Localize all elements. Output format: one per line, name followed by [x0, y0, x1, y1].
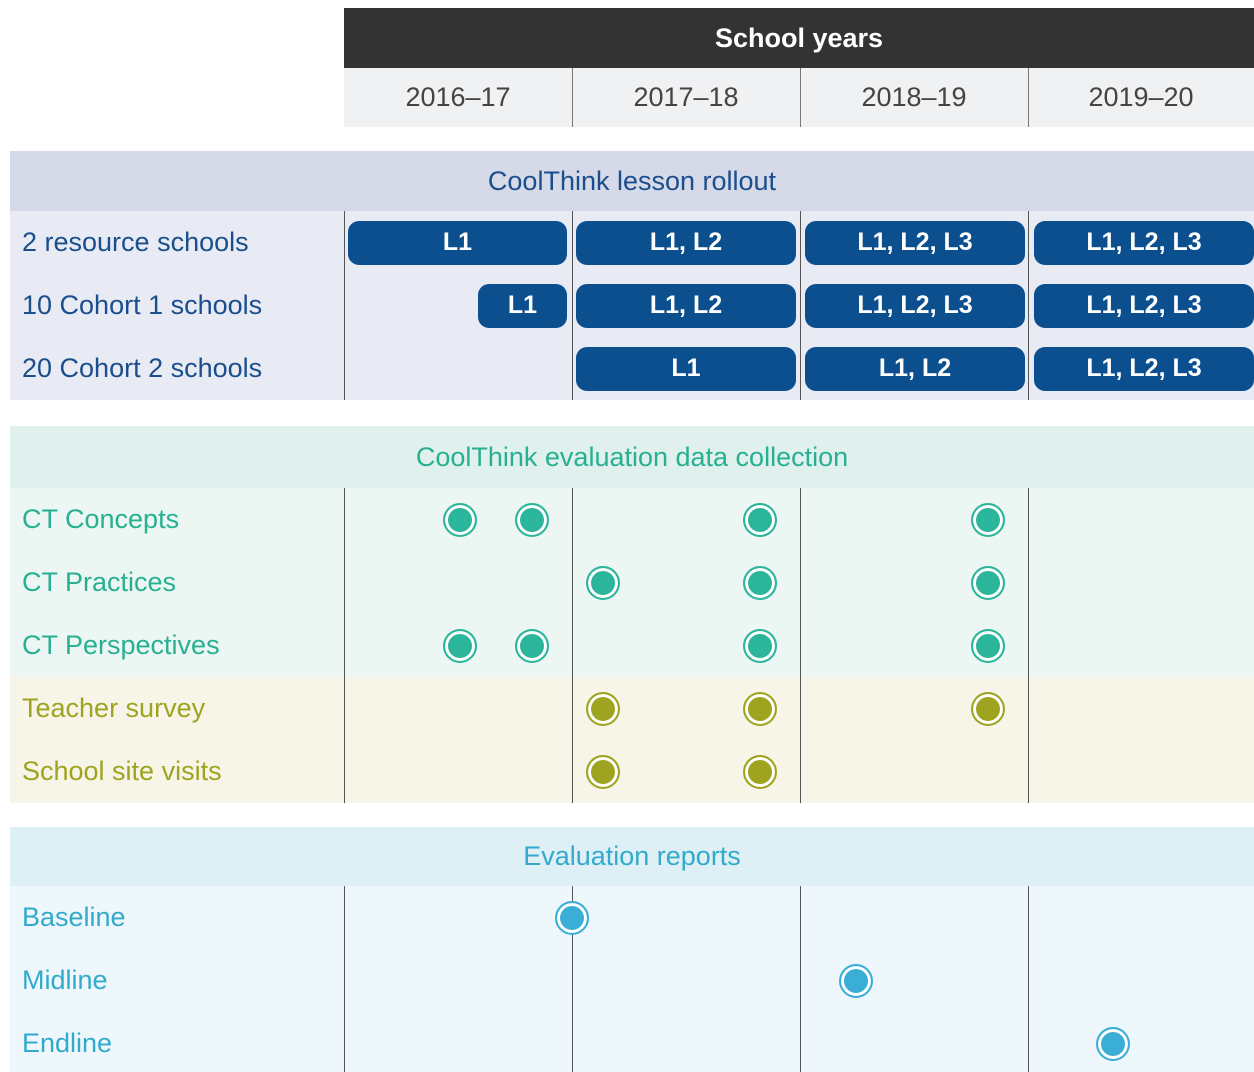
milestone-dot [743, 754, 777, 789]
separator [344, 488, 345, 803]
row-label: School site visits [22, 756, 222, 786]
row-label: Midline [22, 965, 108, 995]
separator [344, 886, 345, 1072]
lesson-bar: L1, L2, L3 [805, 283, 1025, 328]
year-label: 2018–19 [861, 82, 967, 112]
row-label: 10 Cohort 1 schools [22, 290, 263, 320]
year-label: 2016–17 [405, 82, 511, 112]
milestone-dot [443, 502, 477, 537]
milestone-dot [515, 502, 549, 537]
separator [344, 211, 345, 400]
separator [572, 488, 573, 803]
lesson-bar: L1 [478, 283, 567, 328]
year-label: 2019–20 [1088, 82, 1194, 112]
separator [1028, 68, 1029, 127]
milestone-dot [586, 565, 620, 600]
milestone-dot [555, 900, 589, 935]
milestone-dot [839, 963, 873, 998]
row-bg [10, 551, 1254, 614]
separator [572, 68, 573, 127]
row-label: 20 Cohort 2 schools [22, 353, 263, 383]
separator [572, 211, 573, 400]
separator [1028, 886, 1029, 1072]
row-bg [10, 614, 1254, 677]
year-row [344, 68, 1254, 127]
year-label: 2017–18 [633, 82, 739, 112]
milestone-dot [586, 691, 620, 726]
lesson-bar: L1, L2, L3 [1034, 283, 1254, 328]
separator [1028, 211, 1029, 400]
lesson-bar: L1, L2 [576, 220, 796, 265]
milestone-dot [515, 628, 549, 663]
separator [800, 68, 801, 127]
row-label: CT Concepts [22, 504, 180, 534]
lesson-bar: L1 [576, 346, 796, 391]
header-title: School years [344, 8, 1254, 68]
milestone-dot [586, 754, 620, 789]
row-bg [10, 740, 1254, 803]
milestone-dot [743, 691, 777, 726]
section-title: Evaluation reports [10, 827, 1254, 886]
row-label: Endline [22, 1028, 113, 1058]
separator [1028, 488, 1029, 803]
lesson-bar: L1, L2, L3 [805, 220, 1025, 265]
row-label: CT Perspectives [22, 630, 220, 660]
row-label: Baseline [22, 902, 126, 932]
lesson-bar: L1, L2, L3 [1034, 220, 1254, 265]
row-bg [10, 488, 1254, 551]
row-bg [10, 677, 1254, 740]
row-label: 2 resource schools [22, 227, 249, 257]
milestone-dot [443, 628, 477, 663]
row-bg [10, 1012, 1254, 1072]
lesson-bar: L1 [348, 220, 567, 265]
lesson-bar: L1, L2 [576, 283, 796, 328]
separator [800, 886, 801, 1072]
lesson-bar: L1, L2, L3 [1034, 346, 1254, 391]
milestone-dot [1096, 1026, 1130, 1061]
milestone-dot [743, 565, 777, 600]
row-bg [10, 886, 1254, 949]
section-title: CoolThink evaluation data collection [10, 426, 1254, 488]
lesson-bar: L1, L2 [805, 346, 1025, 391]
milestone-dot [971, 628, 1005, 663]
row-bg [10, 949, 1254, 1012]
milestone-dot [971, 502, 1005, 537]
separator [800, 211, 801, 400]
separator [800, 488, 801, 803]
milestone-dot [971, 691, 1005, 726]
milestone-dot [743, 502, 777, 537]
row-label: CT Practices [22, 567, 177, 597]
row-label: Teacher survey [22, 693, 206, 723]
milestone-dot [971, 565, 1005, 600]
section-title: CoolThink lesson rollout [10, 151, 1254, 211]
separator [572, 886, 573, 1072]
milestone-dot [743, 628, 777, 663]
